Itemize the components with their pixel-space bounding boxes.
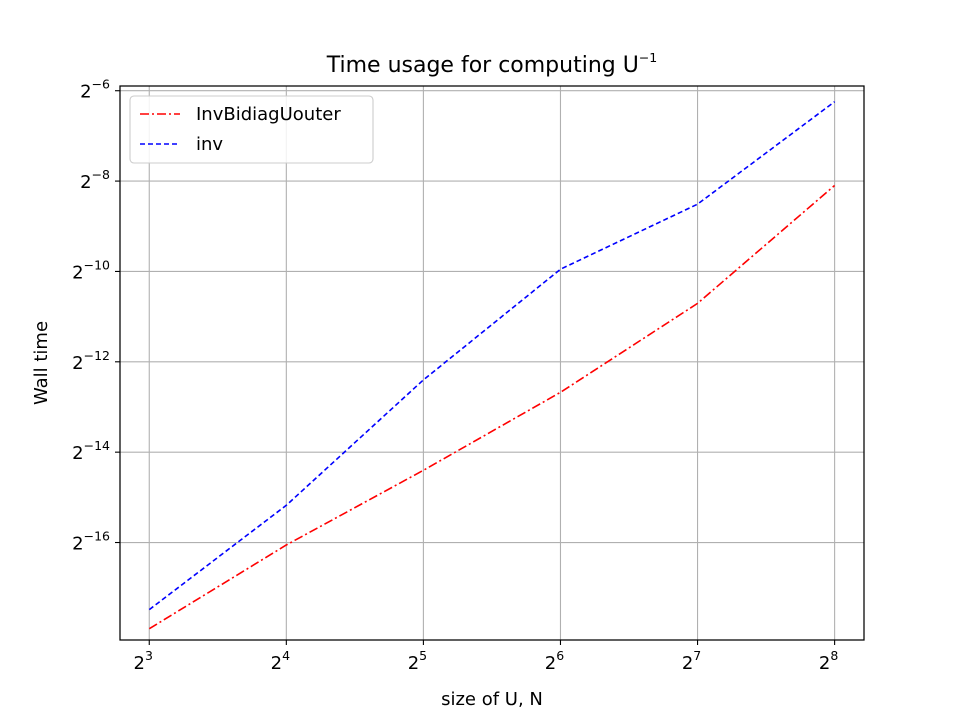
y-tick-exponent: −6 [92, 77, 110, 92]
y-tick-label: 2−16 [72, 529, 110, 555]
legend-box [129, 95, 374, 164]
ticks: 23 24 25 26 27 282−62−82−102−122−142−16 [72, 77, 838, 674]
grid [120, 86, 864, 640]
x-tick-label: 26 [545, 648, 564, 674]
legend-label: InvBidiagUouter [196, 104, 341, 125]
y-tick-exponent: −10 [84, 257, 110, 272]
y-tick-label: 2−10 [72, 257, 110, 283]
y-tick-exponent: −14 [84, 438, 110, 453]
y-tick-base: 2 [72, 353, 83, 374]
y-tick-label: 2−14 [72, 438, 110, 464]
y-tick-exponent: −16 [84, 529, 110, 544]
y-tick-label: 2−6 [80, 77, 110, 103]
y-tick-base: 2 [72, 262, 83, 283]
x-tick-exponent: 3 [145, 648, 153, 663]
y-tick-label: 2−12 [72, 348, 110, 374]
axes-frame [119, 85, 865, 641]
x-tick-label: 25 [408, 648, 427, 674]
x-tick-base: 2 [819, 653, 830, 674]
y-tick-exponent: −12 [84, 348, 110, 363]
x-tick-label: 28 [819, 648, 838, 674]
y-tick-base: 2 [72, 443, 83, 464]
x-tick-label: 24 [271, 648, 290, 674]
y-tick-base: 2 [80, 172, 91, 193]
legend-label: inv [196, 134, 223, 155]
x-tick-base: 2 [271, 653, 282, 674]
x-tick-exponent: 8 [830, 648, 838, 663]
x-tick-exponent: 6 [556, 648, 564, 663]
title-superscript: −1 [639, 50, 657, 65]
x-tick-base: 2 [682, 653, 693, 674]
legend: InvBidiagUouter inv [129, 95, 374, 164]
series-line-inv [148, 101, 836, 611]
series-line-invbidiaguouter [148, 184, 836, 630]
y-tick-label: 2−8 [80, 167, 110, 193]
x-tick-base: 2 [134, 653, 145, 674]
y-tick-exponent: −8 [92, 167, 110, 182]
y-axis-label: Wall time [31, 321, 52, 405]
y-tick-base: 2 [72, 534, 83, 555]
x-tick-label: 27 [682, 648, 701, 674]
x-axis-label: size of U, N [441, 689, 543, 710]
x-tick-exponent: 5 [419, 648, 427, 663]
x-tick-exponent: 7 [693, 648, 701, 663]
series-layer [148, 101, 836, 630]
chart-title: Time usage for computing U−1 [326, 50, 658, 78]
x-tick-base: 2 [408, 653, 419, 674]
y-tick-base: 2 [80, 82, 91, 103]
x-tick-label: 23 [134, 648, 153, 674]
x-tick-exponent: 4 [282, 648, 290, 663]
x-tick-base: 2 [545, 653, 556, 674]
